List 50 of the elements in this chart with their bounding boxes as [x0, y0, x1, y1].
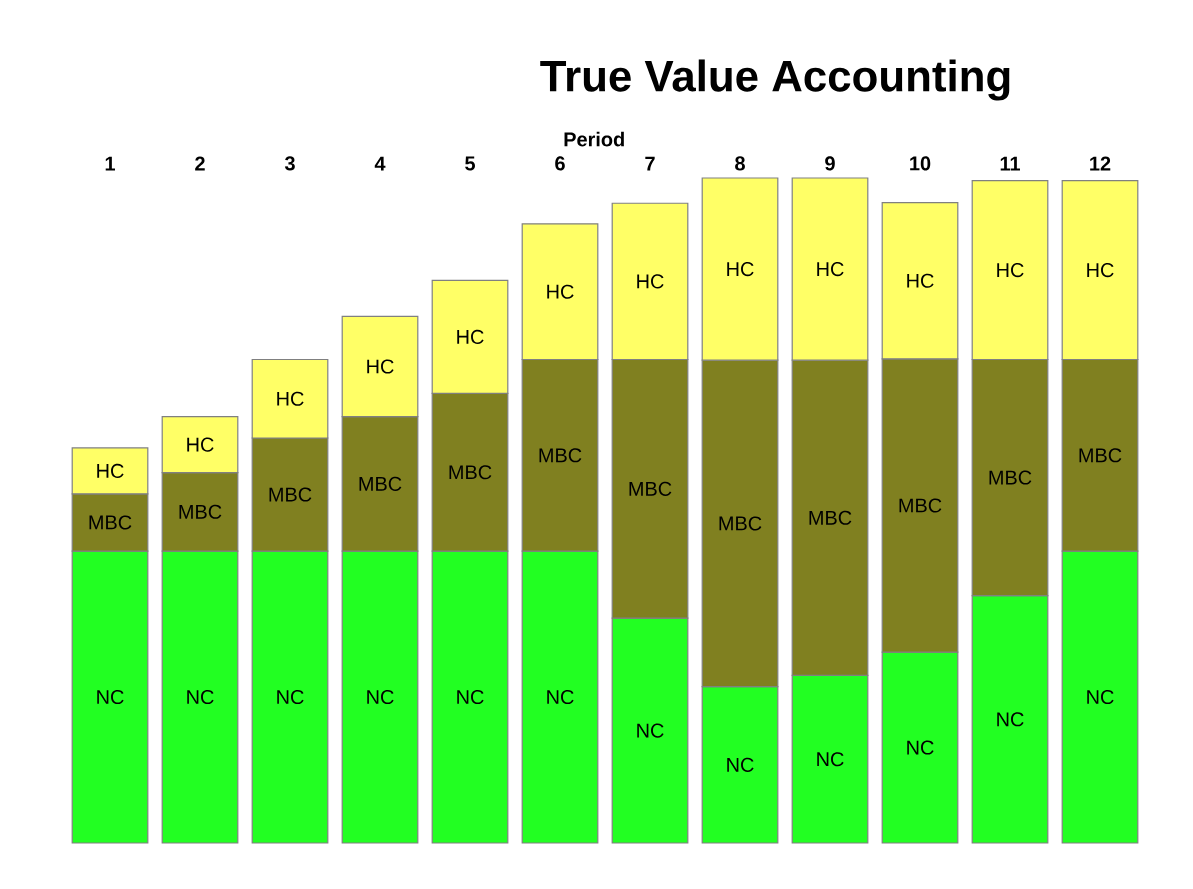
text: HC	[367, 359, 394, 374]
text: NC	[637, 723, 664, 738]
x-tick-label: 11	[1000, 156, 1020, 171]
text: HC	[727, 262, 754, 277]
text: MBC	[179, 504, 222, 519]
text: HC	[457, 329, 484, 344]
x-tick-label: 9	[825, 156, 835, 171]
text: MBC	[629, 481, 672, 496]
text: MBC	[539, 448, 582, 463]
text: MBC	[449, 465, 492, 480]
text: HC	[547, 284, 574, 299]
text: HC	[277, 391, 304, 406]
series-label: HC	[97, 463, 124, 478]
text: HC	[187, 437, 214, 452]
x-tick-label: 12	[1090, 156, 1111, 171]
text: NC	[97, 689, 124, 705]
x-tick-label: 8	[735, 156, 745, 171]
text: MBC	[359, 476, 402, 491]
text: NC	[817, 752, 844, 767]
x-tick-label: 5	[465, 156, 475, 171]
x-tick-label: 10	[910, 156, 931, 171]
text: HC	[817, 262, 844, 277]
text: HC	[1087, 263, 1114, 278]
series-label: NC	[1087, 689, 1114, 705]
text: NC	[727, 757, 754, 772]
text: NC	[547, 689, 574, 705]
text: NC	[907, 740, 934, 755]
x-tick-label: 4	[374, 156, 386, 171]
x-tick-label: 3	[284, 156, 295, 171]
text: MBC	[89, 515, 132, 530]
text: NC	[277, 689, 304, 705]
text: HC	[637, 274, 664, 289]
text: HC	[997, 263, 1024, 278]
text: MBC	[809, 510, 852, 525]
text: NC	[997, 712, 1024, 727]
text: NC	[367, 689, 394, 705]
text: MBC	[1079, 448, 1122, 463]
text: NC	[187, 689, 214, 705]
x-tick-label: 7	[645, 156, 655, 171]
text: MBC	[719, 516, 762, 531]
text: HC	[907, 273, 934, 288]
series-label: MBC	[989, 470, 1032, 485]
x-tick-label: 2	[195, 156, 205, 171]
x-tick-label: 1	[105, 156, 115, 171]
chart-title: True Value Accounting	[540, 59, 1010, 101]
x-tick-label: 6	[555, 156, 565, 171]
text: MBC	[899, 498, 942, 513]
text: MBC	[269, 487, 312, 502]
text: NC	[457, 689, 484, 705]
x-axis-title: Period	[564, 131, 624, 147]
